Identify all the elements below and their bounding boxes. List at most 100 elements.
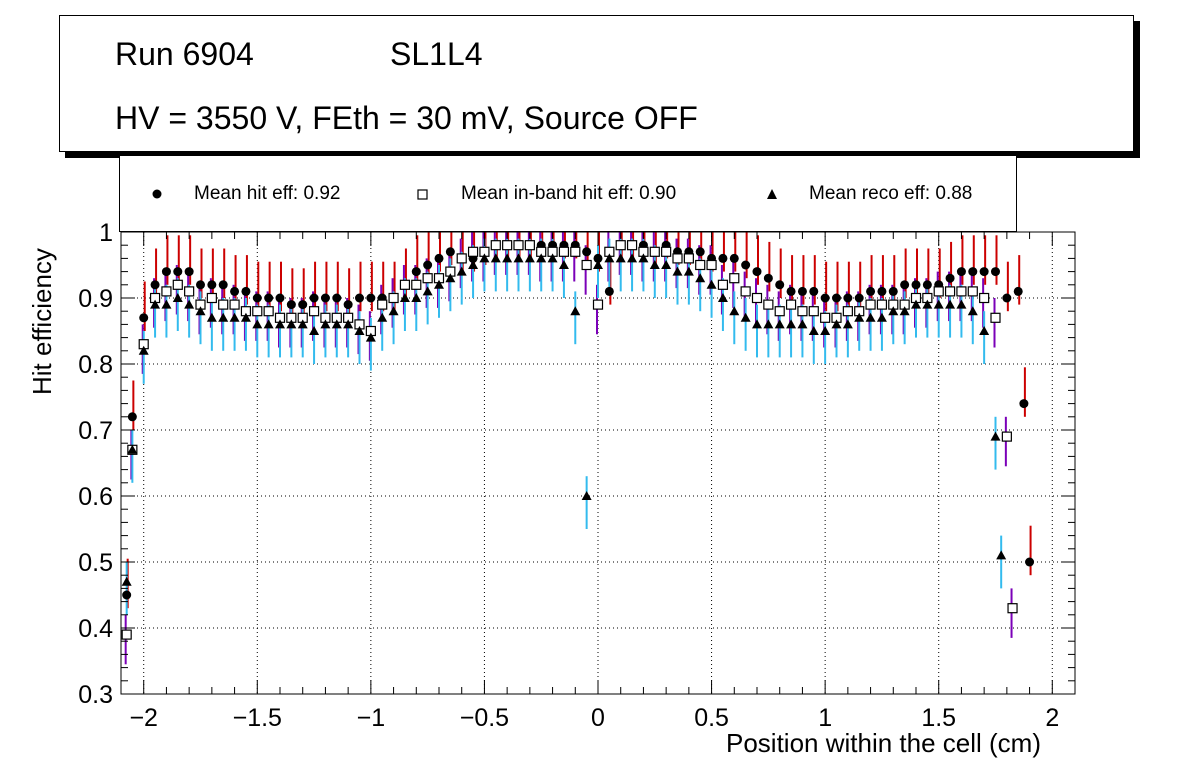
reco-eff-point [456,266,467,276]
reco-eff-point [275,319,285,329]
reco-eff-point [377,312,388,322]
reco-eff-point [797,319,808,329]
reco-eff-point [967,306,978,316]
x-tick-label: −2 [129,704,158,732]
hit-eff-point [411,267,421,277]
reco-eff-point [740,312,751,322]
reco-eff-point [842,319,853,329]
hit-eff-point [207,280,217,290]
reco-eff-point [445,273,456,283]
hit-eff-point [820,293,830,303]
reco-eff-point [331,319,342,329]
data-markers [121,240,1035,640]
hit-eff-point [752,267,762,277]
reco-eff-point [195,306,206,316]
x-axis-label: Position within the cell (cm) [726,728,1041,758]
hit-eff-point [241,286,251,296]
hit-eff-point [218,280,228,290]
inband-eff-point [467,246,479,257]
inband-eff-point [581,259,592,271]
inband-eff-point [1007,603,1018,614]
reco-eff-point [876,312,887,322]
inband-eff-point [490,240,501,251]
reco-eff-point [218,312,229,322]
inband-eff-point [649,246,660,257]
reco-eff-point [888,306,899,316]
inband-eff-point [263,306,274,317]
inband-eff-point [513,240,524,251]
hit-eff-point [786,286,796,296]
inband-eff-point [615,240,626,251]
reco-eff-point [184,299,195,309]
reco-eff-point [672,266,683,276]
reco-eff-point [786,319,797,329]
reco-eff-point [979,326,990,335]
hit-eff-point [252,293,262,303]
inband-eff-point [865,299,876,310]
reco-eff-point [479,253,490,263]
reco-eff-point [933,299,944,309]
hit-eff-point [695,247,705,257]
inband-eff-point [411,279,422,290]
reco-eff-point [309,326,320,335]
hit-eff-point [320,293,330,303]
inband-eff-point [524,240,535,251]
legend-hit-marker [152,189,162,199]
reco-eff-point [320,319,331,329]
inband-eff-point [229,299,240,310]
hit-eff-point [1019,399,1029,409]
reco-eff-point [956,299,967,309]
reco-eff-point [615,253,626,263]
reco-eff-point [990,431,1001,441]
reco-eff-point [127,444,138,454]
hit-eff-point [434,253,444,263]
y-tick-label: 0.6 [78,483,113,511]
hit-eff-point [991,267,1000,277]
x-tick-label: −0.5 [460,704,509,732]
reco-eff-point [774,319,785,329]
inband-eff-point [172,279,183,290]
hit-eff-point [286,300,296,310]
reco-eff-point [661,260,672,269]
reco-eff-point [808,326,819,335]
reco-eff-point [570,306,581,316]
x-tick-label: 1.5 [921,704,956,732]
reco-eff-point [524,253,535,263]
inband-eff-point [740,286,751,297]
hit-eff-point [343,300,353,310]
legend-markers [152,189,777,200]
hit-eff-point [775,280,785,290]
reco-eff-point [831,319,842,329]
reco-eff-point [206,312,217,322]
hit-eff-point [150,280,160,290]
x-tick-label: 1 [818,704,832,732]
hit-eff-point [877,286,887,296]
reco-eff-point [490,253,501,263]
y-tick-label: 0.8 [78,351,113,379]
reco-eff-point [649,260,660,269]
run-label: Run 6904 [115,36,254,72]
hit-eff-point [843,293,853,303]
hit-eff-point [604,286,614,296]
conditions-label: HV = 3550 V, FEth = 30 mV, Source OFF [115,100,698,136]
legend-reco-marker [767,189,777,199]
inband-eff-point [592,299,604,310]
reco-eff-point [343,319,354,329]
reco-eff-point [422,286,433,296]
hit-eff-point [854,293,864,303]
legend: Mean hit eff: 0.92 Mean in-band hit eff:… [119,156,1017,232]
inband-eff-point [763,299,774,310]
reco-eff-point [604,253,615,263]
inband-eff-point [308,306,320,317]
inband-eff-point [706,259,717,271]
inband-eff-point [695,259,706,271]
inband-eff-point [933,286,944,297]
inband-eff-point [820,312,831,323]
reco-eff-point [683,266,694,276]
title-box: Run 6904 SL1L4 HV = 3550 V, FEth = 30 mV… [59,15,1134,152]
inband-eff-point [388,292,399,304]
reco-eff-point [638,253,649,263]
inband-eff-point [161,286,172,297]
legend-hit-label: Mean hit eff: 0.92 [194,183,341,204]
